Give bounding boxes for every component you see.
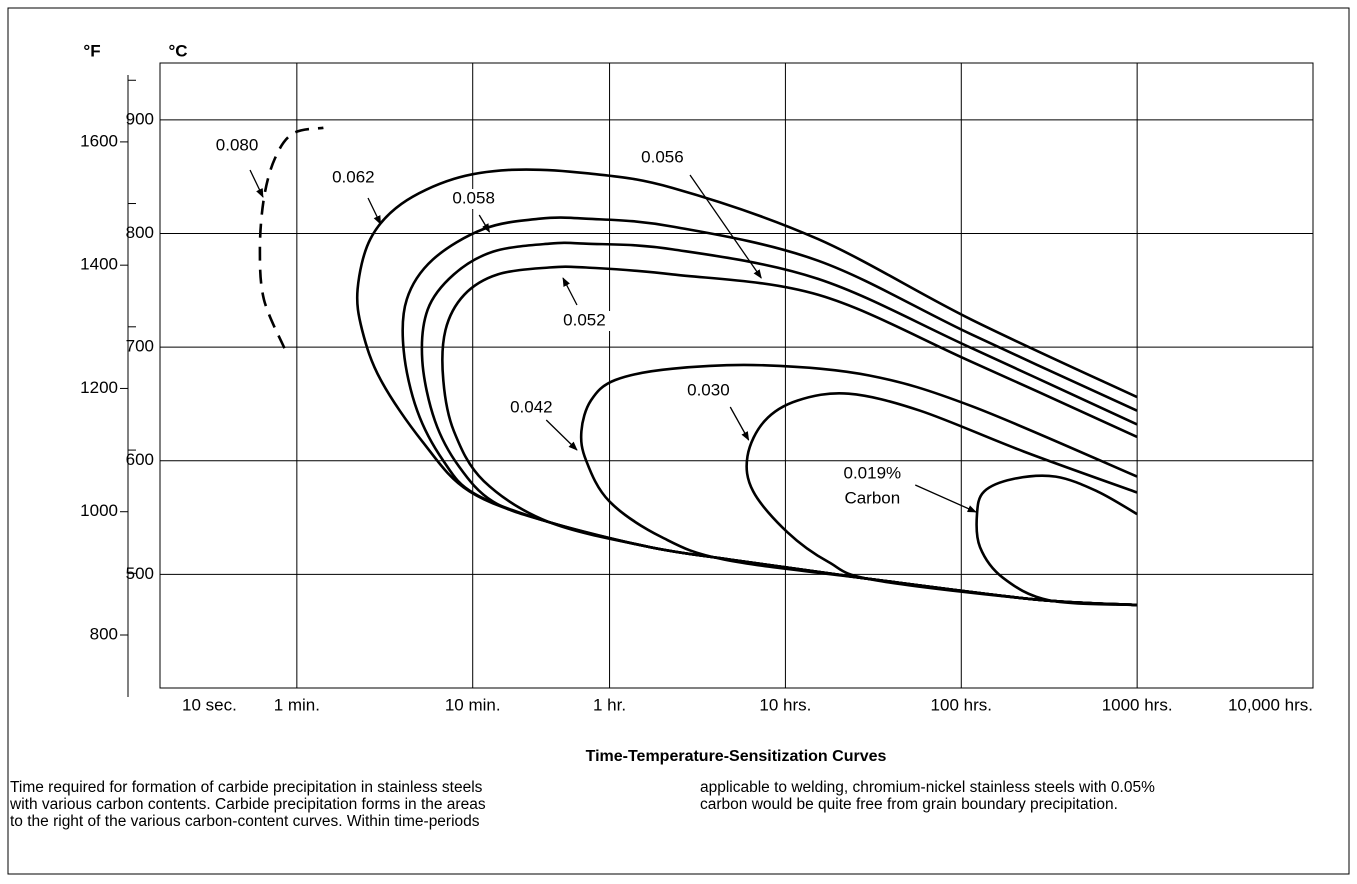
x-tick-label: 10,000 hrs. <box>1228 695 1313 714</box>
curve <box>975 474 1138 607</box>
y2-tick-label: 1200 <box>80 378 118 397</box>
caption-line: to the right of the various carbon-conte… <box>10 813 480 830</box>
annotation-arrow <box>367 197 382 225</box>
annotation-label: Carbon <box>844 488 900 507</box>
curve <box>258 126 324 349</box>
curve <box>420 241 1138 607</box>
annotation-bg <box>210 136 265 156</box>
annotation-bg <box>681 381 736 401</box>
y-tick-label: 700 <box>126 337 154 356</box>
y-tick-label: 900 <box>126 109 154 128</box>
annotation-label: 0.080 <box>216 135 259 154</box>
annotation-arrow <box>729 406 750 441</box>
annotation-arrow <box>915 484 977 513</box>
curve <box>579 363 1138 607</box>
y2-tick-label: 1600 <box>80 131 118 150</box>
y2-tick-label: 1400 <box>80 255 118 274</box>
x-tick-label: 1 hr. <box>593 695 626 714</box>
x-tick-label: 1 min. <box>274 695 320 714</box>
annotation-label: 0.019% <box>843 463 901 482</box>
caption-line: with various carbon contents. Carbide pr… <box>9 796 486 813</box>
annotation-bg <box>635 148 690 168</box>
annotation-arrow <box>249 169 264 198</box>
caption-line: applicable to welding, chromium-nickel s… <box>700 779 1155 796</box>
annotation-arrow <box>545 419 578 451</box>
annotation-label: 0.042 <box>510 397 553 416</box>
annotation-label: 0.052 <box>563 310 606 329</box>
y-tick-label: 500 <box>126 564 154 583</box>
plot-frame <box>159 62 1314 689</box>
annotation-label: 0.056 <box>641 147 684 166</box>
annotation-label: 0.062 <box>332 167 375 186</box>
annotation-bg <box>326 168 381 188</box>
curve <box>355 168 1138 607</box>
y2-axis-unit: °F <box>83 41 100 60</box>
annotation-label: 0.058 <box>452 188 495 207</box>
y-tick-label: 600 <box>126 450 154 469</box>
annotation-label: 0.030 <box>687 380 730 399</box>
annotation-bg <box>845 464 900 484</box>
figure-frame <box>7 7 1350 875</box>
chart-title: Time-Temperature-Sensitization Curves <box>586 748 887 765</box>
x-tick-label: 10 sec. <box>182 695 237 714</box>
annotation-bg <box>557 311 612 331</box>
caption-line: Time required for formation of carbide p… <box>10 779 483 796</box>
x-tick-label: 100 hrs. <box>931 695 992 714</box>
curve <box>745 392 1138 607</box>
y-tick-label: 800 <box>126 223 154 242</box>
y-axis-unit: °C <box>168 41 187 60</box>
x-tick-label: 1000 hrs. <box>1102 695 1173 714</box>
x-tick-label: 10 hrs. <box>759 695 811 714</box>
annotation-bg <box>504 398 559 418</box>
annotation-arrow <box>478 214 491 233</box>
caption-line: carbon would be quite free from grain bo… <box>700 796 1118 813</box>
annotation-bg <box>446 189 501 209</box>
y2-tick-label: 800 <box>90 624 118 643</box>
y2-tick-label: 1000 <box>80 501 118 520</box>
annotation-arrow <box>689 174 762 279</box>
curve <box>441 265 1138 607</box>
x-tick-label: 10 min. <box>445 695 501 714</box>
annotation-arrow <box>562 277 578 306</box>
